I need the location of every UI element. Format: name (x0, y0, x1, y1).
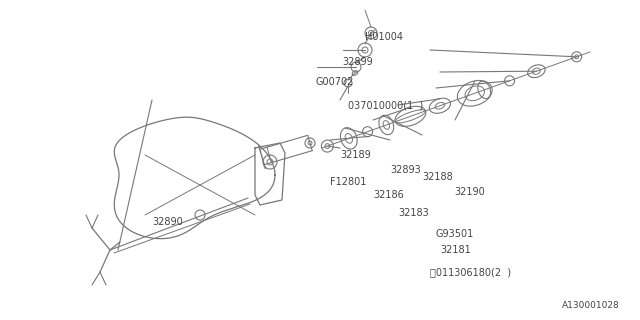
Text: Ⓑ011306180(2  ): Ⓑ011306180(2 ) (430, 267, 511, 277)
Text: 32181: 32181 (440, 245, 471, 255)
Text: 32189: 32189 (340, 150, 371, 160)
Text: 32190: 32190 (454, 187, 484, 197)
Text: F12801: F12801 (330, 177, 366, 187)
Text: 32893: 32893 (390, 165, 420, 175)
Text: 32186: 32186 (373, 190, 404, 200)
Text: 32890: 32890 (152, 217, 183, 227)
Text: H01004: H01004 (365, 32, 403, 42)
Text: G93501: G93501 (436, 229, 474, 239)
Text: A130001028: A130001028 (563, 301, 620, 310)
Text: 037010000(1  ): 037010000(1 ) (348, 100, 423, 110)
Text: 32188: 32188 (422, 172, 452, 182)
Text: G00702: G00702 (316, 77, 355, 87)
Text: 32183: 32183 (398, 208, 429, 218)
Text: 32899: 32899 (342, 57, 372, 67)
